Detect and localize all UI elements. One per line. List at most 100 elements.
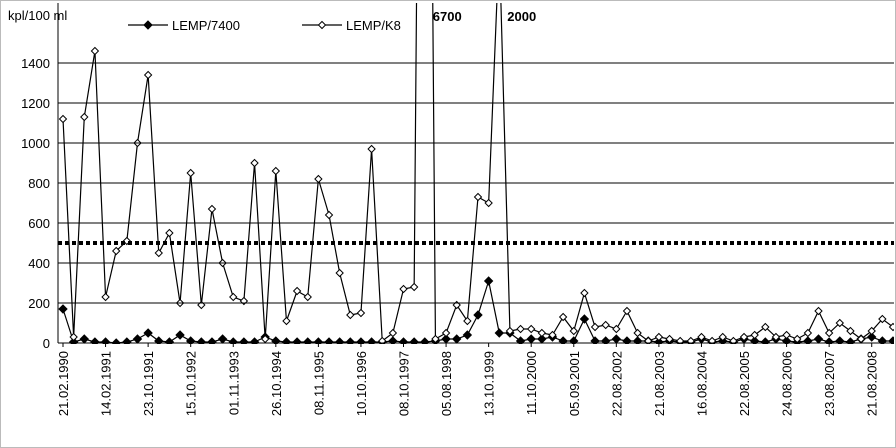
data-point [335,268,344,278]
data-point [761,322,770,332]
data-point [409,282,419,292]
data-point [282,316,291,326]
data-point [877,336,888,344]
x-tick-label: 08.11.1995 [311,351,326,415]
x-tick-label: 01.11.1993 [226,351,241,415]
data-point [749,336,760,344]
x-tick-label: 08.10.1997 [397,351,412,416]
x-tick-label: 05.08.1998 [439,351,454,416]
y-tick-label: 1000 [21,136,50,151]
data-point [633,328,642,338]
x-tick-label: 21.02.1990 [56,351,71,416]
x-tick-label: 15.10.1992 [184,351,199,416]
data-point [101,292,110,302]
data-point [80,112,89,122]
data-point [483,276,494,286]
data-point [781,336,792,344]
data-point [356,308,366,318]
x-tick-label: 22.08.2002 [609,351,624,416]
data-point [399,284,408,294]
x-tick-label: 23.08.2007 [822,351,837,416]
data-point [558,312,568,322]
x-tick-label: 21.08.2003 [652,351,667,416]
data-point [165,228,174,238]
data-point [154,248,163,258]
data-point [846,326,855,336]
data-point [388,328,398,338]
data-point [441,328,451,338]
x-tick-label: 05.09.2001 [567,351,582,416]
data-point [739,332,749,342]
data-label: 2000 [507,9,536,24]
data-point [175,330,185,340]
x-tick-label: 26.10.1994 [269,351,284,416]
data-point [601,320,610,330]
legend-marker [317,20,327,30]
data-point [537,328,547,338]
data-point [271,336,281,344]
data-point [590,322,600,332]
data-point [707,336,717,344]
data-point [185,336,196,344]
data-point [229,292,238,302]
x-tick-label: 11.10.2000 [524,351,539,415]
data-point [654,332,664,342]
data-point [888,336,894,344]
legend-label: LEMP/7400 [172,18,240,33]
data-point [729,336,738,344]
data-point [473,192,483,202]
data-point [484,198,493,208]
y-tick-label: 0 [43,336,50,351]
y-tick-label: 600 [28,216,50,231]
data-point [463,316,472,326]
data-point [303,292,312,302]
data-point [675,336,685,344]
data-point [600,336,611,344]
data-point [686,336,696,344]
data-point [835,318,845,328]
data-point [644,336,653,344]
data-point [579,314,590,324]
x-tick-label: 24.08.2006 [780,351,795,416]
data-point [207,204,217,214]
y-tick-label: 400 [28,256,50,271]
data-point [612,324,621,334]
data-point [516,324,525,334]
data-point [388,336,398,344]
data-point [58,304,68,314]
data-point [505,326,515,336]
data-point [324,210,334,220]
data-point [718,332,727,342]
data-point [803,336,813,344]
x-tick-label: 21.08.2008 [865,351,880,416]
data-point [824,328,834,338]
data-point [622,336,632,344]
legend-label: LEMP/K8 [346,18,401,33]
data-point [569,326,578,336]
data-point [186,168,195,178]
data-point [58,114,68,124]
y-tick-label: 200 [28,296,50,311]
data-point [771,332,781,342]
data-point [558,336,568,344]
data-point [750,330,759,340]
data-point [111,246,121,256]
data-point [867,332,877,342]
data-point [473,310,483,320]
data-point [292,286,302,296]
x-tick-label: 14.02.1991 [99,351,114,416]
data-point [367,144,376,154]
data-point [69,332,78,342]
y-tick-label: 1400 [21,56,50,71]
legend-marker [143,20,153,30]
data-point [622,306,632,316]
data-point [867,326,876,336]
data-point [154,336,164,344]
data-point [803,328,813,338]
x-tick-label: 22.08.2005 [737,351,752,416]
data-point [580,288,589,298]
data-point [143,70,153,80]
data-point [888,322,894,332]
x-tick-label: 10.10.1996 [354,351,369,416]
